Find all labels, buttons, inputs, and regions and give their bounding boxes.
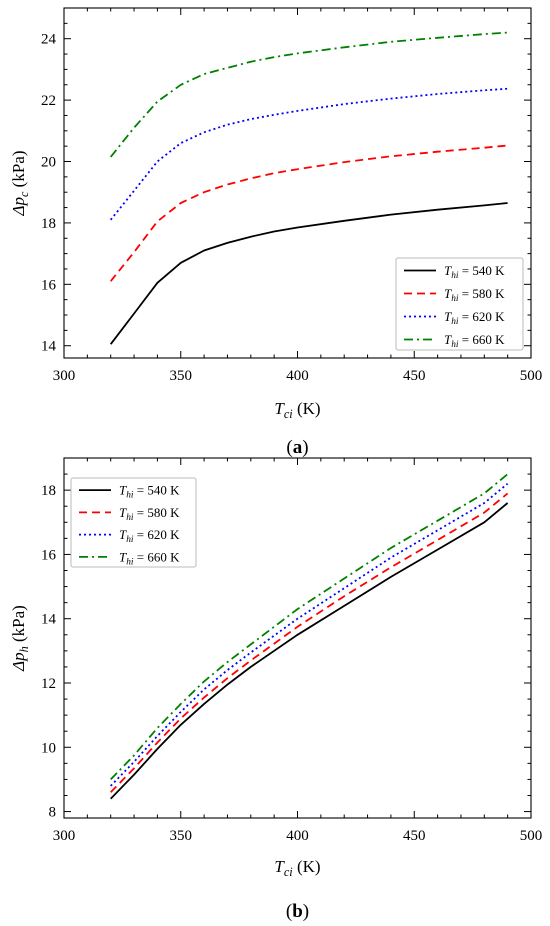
y-axis-label: Δph (kPa) — [9, 605, 31, 672]
x-tick-label: 300 — [53, 828, 76, 844]
y-axis-label: Δpc (kPa) — [9, 151, 31, 217]
legend-label-main: T — [444, 263, 452, 278]
legend-label-value: = 660 K — [134, 549, 181, 564]
y-tick-label: 12 — [41, 676, 56, 692]
legend-label-subscript: hi — [126, 491, 134, 501]
y-axis-label-subscript: h — [17, 646, 31, 652]
x-axis-label: Tci (K) — [274, 399, 320, 421]
x-axis-label-unit: (K) — [293, 399, 321, 418]
legend-label-subscript: hi — [126, 535, 134, 545]
x-axis-label-subscript: ci — [284, 865, 293, 879]
series-line-540 — [109, 202, 508, 345]
x-tick-label: 500 — [520, 828, 543, 844]
legend-label-main: T — [119, 549, 127, 564]
series-line-580 — [110, 492, 509, 793]
x-tick-label: 350 — [170, 368, 193, 384]
legend-label: Thi = 540 K — [444, 263, 505, 281]
y-axis-label-unit: (kPa) — [9, 151, 28, 192]
y-axis-label-main: Δp — [9, 197, 28, 216]
y-tick-label: 20 — [41, 155, 56, 171]
caption-close: ) — [302, 437, 308, 458]
y-tick-label: 18 — [41, 216, 56, 232]
x-axis-label-main: T — [274, 857, 285, 876]
y-axis-label-main: Δp — [9, 652, 28, 671]
legend-label-subscript: hi — [451, 271, 459, 281]
legend-label: Thi = 540 K — [119, 483, 180, 501]
x-axis-label-main: T — [274, 399, 285, 418]
panel-caption: (b) — [286, 901, 309, 922]
legend-label-value: = 660 K — [459, 332, 506, 347]
caption-close: ) — [303, 901, 309, 922]
y-axis-label-subscript: c — [17, 191, 31, 197]
legend-label-main: T — [119, 505, 127, 520]
legend-label-value: = 540 K — [459, 263, 506, 278]
series-line-660 — [110, 473, 509, 781]
x-tick-label: 400 — [286, 828, 309, 844]
legend-label: Thi = 580 K — [119, 505, 180, 523]
legend-label-main: T — [444, 332, 452, 347]
x-axis-label-subscript: ci — [284, 407, 293, 421]
chart-panel-b: 300 350 400 450 500 8 10 12 14 16 18 Tci (K) Δph (kP… — [9, 457, 543, 922]
legend-box — [70, 477, 197, 568]
legend-label-main: T — [119, 483, 127, 498]
y-tick-label: 24 — [41, 32, 57, 48]
legend-box — [395, 257, 524, 351]
series-line-540 — [110, 502, 509, 800]
legend-label-subscript: hi — [451, 294, 459, 304]
y-tick-label: 14 — [41, 339, 57, 355]
caption-letter: a — [293, 437, 303, 458]
y-tick-label: 22 — [41, 93, 56, 109]
y-tick-label: 16 — [41, 547, 57, 563]
legend-label-value: = 580 K — [459, 286, 506, 301]
caption-letter: b — [292, 901, 303, 922]
legend-label: Thi = 580 K — [444, 286, 505, 304]
y-axis-label-unit: (kPa) — [9, 605, 28, 646]
legend-label: Thi = 620 K — [119, 527, 180, 545]
legend-label-value: = 620 K — [134, 527, 181, 542]
x-tick-label: 350 — [170, 828, 193, 844]
x-tick-label: 300 — [53, 368, 76, 384]
chart-panel-a: 300 350 400 450 500 14 16 18 20 22 24 Tci (K) Δpc (k… — [9, 7, 543, 458]
x-axis-label-unit: (K) — [293, 857, 321, 876]
x-tick-label: 500 — [520, 368, 543, 384]
legend-label-subscript: hi — [126, 557, 134, 567]
legend-label: Thi = 660 K — [119, 549, 180, 567]
series-line-580 — [109, 144, 508, 282]
legend-label-subscript: hi — [451, 317, 459, 327]
legend-label-main: T — [119, 527, 127, 542]
legend-label-value: = 620 K — [459, 309, 506, 324]
y-tick-label: 16 — [41, 277, 57, 293]
y-tick-label: 8 — [49, 805, 57, 821]
legend-label: Thi = 660 K — [444, 332, 505, 350]
x-tick-label: 400 — [286, 368, 309, 384]
caption-open: ( — [286, 901, 292, 922]
legend-label-subscript: hi — [451, 340, 459, 350]
y-tick-label: 14 — [41, 612, 57, 628]
legend-label-value: = 580 K — [134, 505, 181, 520]
x-tick-label: 450 — [403, 368, 426, 384]
legend-label: Thi = 620 K — [444, 309, 505, 327]
legend-label-main: T — [444, 309, 452, 324]
y-tick-label: 18 — [41, 483, 56, 499]
series-line-660 — [109, 31, 508, 158]
legend-label-subscript: hi — [126, 513, 134, 523]
x-tick-label: 450 — [403, 828, 426, 844]
caption-open: ( — [286, 437, 292, 458]
legend-label-main: T — [444, 286, 452, 301]
series-line-620 — [109, 87, 508, 221]
panel-caption: (a) — [286, 437, 308, 458]
y-tick-label: 10 — [41, 740, 56, 756]
legend-label-value: = 540 K — [134, 483, 181, 498]
x-axis-label: Tci (K) — [274, 857, 320, 879]
